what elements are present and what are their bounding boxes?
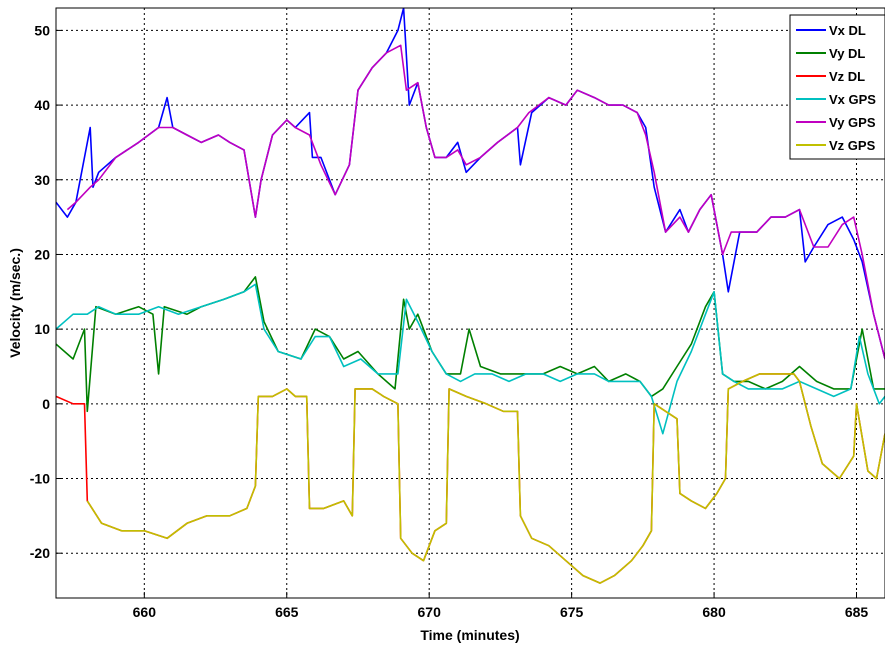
legend-label: Vz GPS <box>829 138 876 153</box>
legend: Vx DL Vy DL Vz DL Vx GPS Vy GPS Vz GPS <box>789 14 885 160</box>
y-tick-label: -20 <box>30 545 50 561</box>
axis-ticks: 660 665 670 675 680 685 -20 -10 0 10 20 30 40 50 <box>30 22 869 620</box>
y-tick-label: 40 <box>34 97 50 113</box>
series-line-vz-gps <box>86 373 885 584</box>
legend-label: Vz DL <box>829 69 865 84</box>
legend-label: Vy DL <box>829 46 865 61</box>
y-axis-label: Velocity (m/sec.) <box>7 248 23 358</box>
plot-frame <box>55 7 885 599</box>
x-tick-label: 665 <box>275 604 299 620</box>
legend-label: Vy GPS <box>829 115 876 130</box>
legend-label: Vx DL <box>829 23 866 38</box>
series-line-vy-gps <box>66 44 885 360</box>
x-tick-label: 670 <box>418 604 442 620</box>
series-lines <box>56 8 885 584</box>
y-tick-label: 20 <box>34 246 50 262</box>
y-tick-label: -10 <box>30 471 50 487</box>
plot-background <box>56 8 885 598</box>
legend-box <box>789 14 885 160</box>
x-tick-label: 680 <box>702 604 726 620</box>
series-line-vx-gps <box>56 283 885 435</box>
y-tick-label: 10 <box>34 321 50 337</box>
x-tick-label: 660 <box>133 604 157 620</box>
y-tick-label: 0 <box>42 396 50 412</box>
y-tick-label: 30 <box>34 172 50 188</box>
x-tick-label: 685 <box>845 604 869 620</box>
x-axis-label: Time (minutes) <box>420 627 519 643</box>
x-tick-label: 675 <box>560 604 584 620</box>
grid-lines <box>56 8 885 598</box>
legend-label: Vx GPS <box>829 92 876 107</box>
y-tick-label: 50 <box>34 22 50 38</box>
